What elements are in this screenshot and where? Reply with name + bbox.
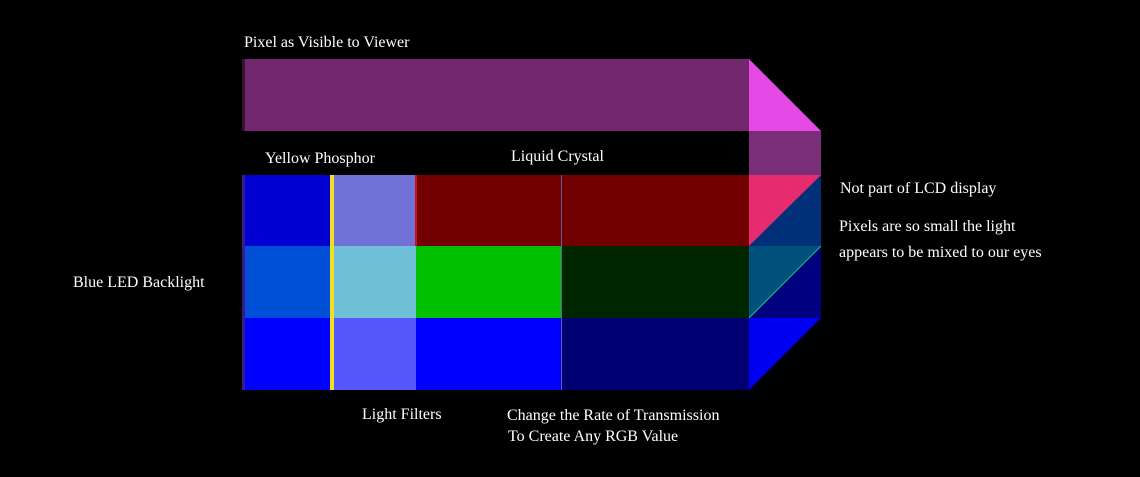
phosphor-blue-row	[334, 318, 416, 390]
backlight-blue-row	[244, 318, 331, 390]
crystal-green	[561, 246, 749, 318]
viewer-pixel-bar	[244, 59, 749, 131]
liquid-crystal-label: Liquid Crystal	[511, 148, 604, 165]
filter-green	[416, 246, 561, 318]
pixels-small-label-line2: appears to be mixed to our eyes	[839, 244, 1042, 261]
light-filters-label: Light Filters	[362, 406, 442, 423]
crystal-red	[561, 175, 749, 246]
phosphor-green-row	[334, 246, 416, 318]
crystal-blue	[561, 318, 749, 390]
side-blue-face	[749, 318, 821, 390]
backlight-red-row	[244, 175, 331, 246]
pixel-as-visible-label: Pixel as Visible to Viewer	[244, 34, 410, 51]
crystal-divider	[561, 175, 562, 390]
yellow-phosphor-layer	[330, 175, 334, 390]
change-rate-label-line2: To Create Any RGB Value	[508, 428, 679, 445]
yellow-phosphor-label: Yellow Phosphor	[265, 150, 375, 167]
filter-blue	[416, 318, 561, 390]
side-green-diagonal	[748, 245, 822, 319]
filter-red	[416, 175, 561, 246]
viewer-pixel-edge	[242, 59, 245, 131]
viewer-pixel-side	[749, 131, 821, 175]
side-red-face	[749, 175, 821, 246]
backlight-edge	[242, 175, 245, 390]
blue-led-backlight-label: Blue LED Backlight	[73, 274, 205, 291]
phosphor-red-row	[334, 175, 416, 246]
not-part-of-lcd-label: Not part of LCD display	[840, 180, 997, 197]
viewer-pixel-face	[749, 59, 821, 131]
filter-edge	[415, 175, 417, 246]
change-rate-label-line1: Change the Rate of Transmission	[507, 407, 720, 424]
backlight-green-row	[244, 246, 331, 318]
pixels-small-label-line1: Pixels are so small the light	[839, 218, 1016, 235]
